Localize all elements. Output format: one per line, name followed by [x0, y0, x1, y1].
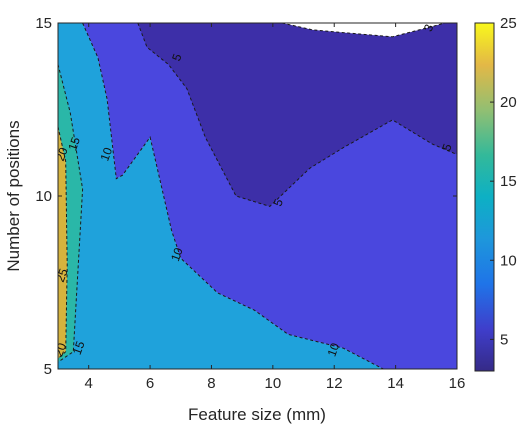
contour-label-20-0: 20: [53, 145, 71, 163]
contour-label-10-1: 10: [168, 246, 186, 264]
y-axis-label: Number of positions: [4, 120, 23, 271]
colorbar-tick-label: 25: [500, 15, 517, 32]
x-axis-label: Feature size (mm): [188, 405, 326, 424]
contour-label-10-0: 10: [97, 145, 115, 163]
x-tick-label: 12: [326, 375, 343, 392]
y-tick-label: 15: [35, 15, 52, 32]
x-axis-ticks: 4 6 8 10 12 14 16: [85, 23, 466, 392]
y-tick-label: 5: [44, 361, 52, 378]
contour-label-5-1: 5: [271, 197, 287, 208]
contour-label-5-2: 5: [439, 141, 455, 152]
x-tick-label: 10: [265, 375, 282, 392]
colorbar-tick-label: 20: [500, 94, 517, 111]
x-tick-label: 8: [207, 375, 215, 392]
contour-lines: [58, 23, 457, 369]
colorbar-tick-label: 10: [500, 252, 517, 269]
colorbar-tick-label: 5: [500, 331, 508, 348]
contour-label-15-1: 15: [70, 339, 88, 357]
colorbar: 5 10 15 20 25: [474, 15, 517, 372]
contour-label-15-0: 15: [65, 135, 83, 153]
region-level-25: [58, 126, 68, 359]
y-axis-ticks: 5 10 15: [35, 15, 457, 378]
contour-line-5: [137, 23, 457, 207]
contour-label-20-1: 20: [51, 341, 69, 359]
contour-line-3: [281, 23, 445, 38]
colorbar-tick-label: 15: [500, 173, 517, 190]
contour-line-20: [58, 64, 84, 363]
colorbar-ticks: 5 10 15 20 25: [490, 15, 517, 348]
colorbar-gradient: [474, 22, 495, 372]
region-level-15: [58, 23, 384, 369]
contour-label-5-0: 5: [169, 51, 185, 62]
contour-line-25: [58, 126, 68, 359]
contour-label-10-2: 10: [325, 341, 343, 359]
contour-line-10: [82, 23, 457, 369]
x-tick-label: 14: [387, 375, 404, 392]
x-tick-label: 6: [146, 375, 154, 392]
y-tick-label: 10: [35, 188, 52, 205]
contour-label-3-0: 3: [421, 22, 437, 33]
contour-label-25-0: 25: [53, 266, 71, 284]
x-tick-label: 4: [85, 375, 93, 392]
contour-regions: [58, 23, 457, 369]
x-tick-label: 16: [449, 375, 466, 392]
